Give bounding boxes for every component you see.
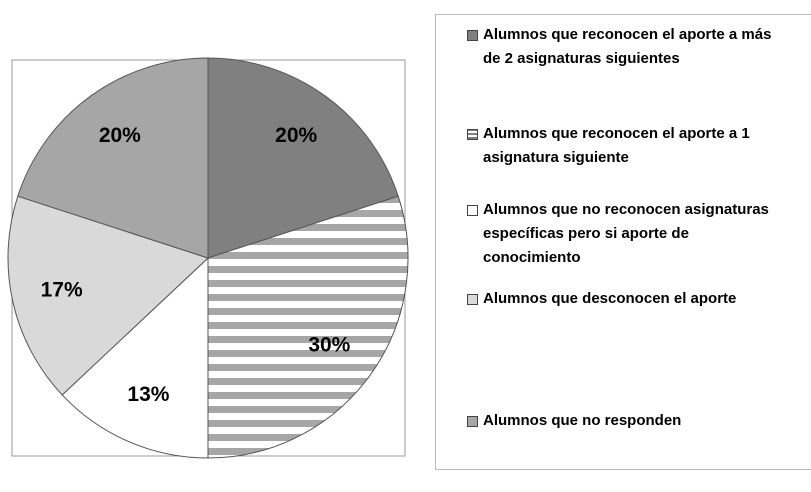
pie-slice bbox=[7, 195, 209, 396]
pie-slice bbox=[207, 57, 399, 259]
legend-label: Alumnos que reconocen el aporte a 1 asig… bbox=[483, 125, 750, 166]
data-label: 17% bbox=[41, 278, 83, 301]
pie-slice bbox=[17, 57, 209, 259]
legend-marker bbox=[467, 30, 478, 41]
legend-marker bbox=[467, 205, 478, 216]
legend-swatch bbox=[467, 294, 478, 305]
legend-entry: Alumnos que desconocen el aporte bbox=[467, 287, 783, 311]
legend-marker bbox=[467, 129, 478, 140]
pie-slice bbox=[61, 256, 209, 459]
legend: Alumnos que reconocen el aporte a más de… bbox=[435, 14, 811, 470]
legend-entry: Alumnos que reconocen el aporte a 1 asig… bbox=[467, 122, 783, 170]
legend-marker bbox=[467, 294, 478, 305]
legend-marker bbox=[467, 416, 478, 427]
legend-swatch bbox=[467, 129, 478, 140]
legend-entry: Alumnos que reconocen el aporte a más de… bbox=[467, 23, 783, 71]
legend-swatch bbox=[467, 30, 478, 41]
data-label: 13% bbox=[127, 383, 169, 406]
legend-entry: Alumnos que no responden bbox=[467, 409, 783, 433]
data-label: 20% bbox=[99, 124, 141, 147]
pie-slice bbox=[207, 195, 409, 459]
legend-label: Alumnos que no reconocen asignaturas esp… bbox=[483, 201, 769, 266]
data-label: 20% bbox=[275, 124, 317, 147]
legend-label: Alumnos que no responden bbox=[483, 412, 682, 429]
legend-label: Alumnos que reconocen el aporte a más de… bbox=[483, 26, 772, 67]
legend-entry: Alumnos que no reconocen asignaturas esp… bbox=[467, 198, 783, 270]
legend-swatch bbox=[467, 205, 478, 216]
data-label: 30% bbox=[308, 334, 350, 357]
legend-swatch bbox=[467, 416, 478, 427]
legend-label: Alumnos que desconocen el aporte bbox=[483, 290, 737, 307]
